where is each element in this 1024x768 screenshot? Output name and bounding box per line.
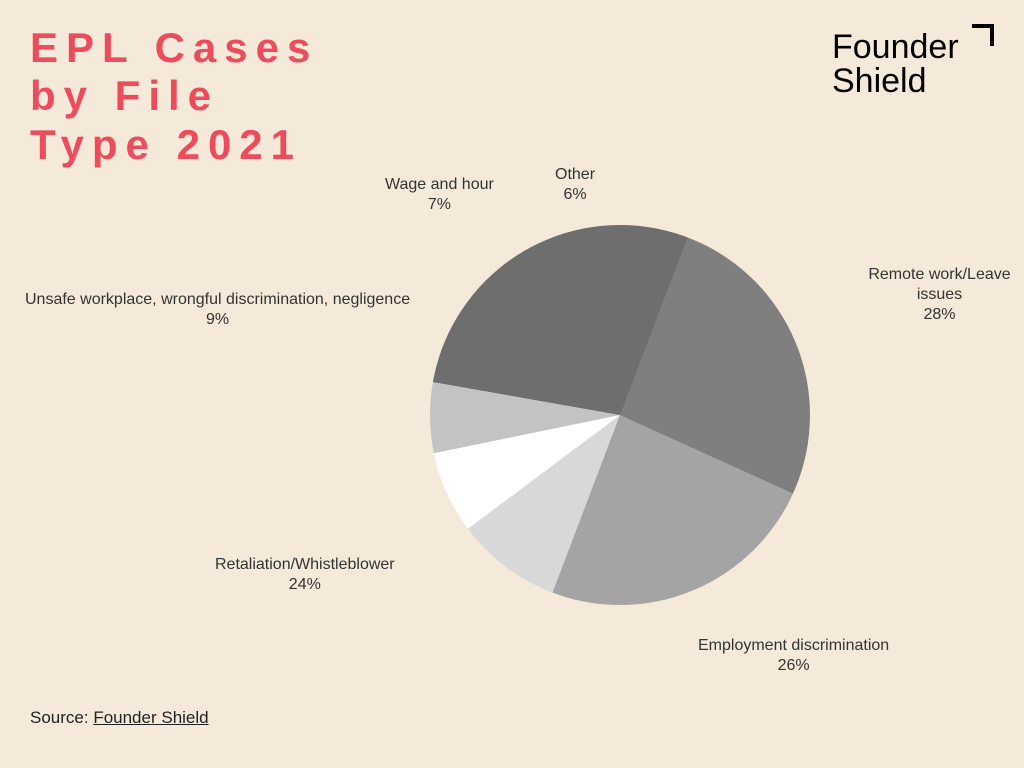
slice-label-pct: 28% [855,305,1024,325]
slice-label-name: Retaliation/Whistleblower [215,556,395,573]
slice-label-pct: 7% [385,195,494,215]
founder-shield-logo: Founder Shield [826,22,996,107]
slice-label: Employment discrimination 26% [698,636,889,676]
slice-label-pct: 6% [555,185,595,205]
source-attribution: Source: Founder Shield [30,708,209,728]
slice-label-name: Employment discrimination [698,637,889,654]
slice-label-name: Unsafe workplace, wrongful discriminatio… [25,291,410,308]
logo-line1: Founder [832,28,959,66]
slice-label: Retaliation/Whistleblower 24% [215,555,395,595]
source-link[interactable]: Founder Shield [93,708,208,727]
slice-label-name: Other [555,166,595,183]
slice-label-name: Remote work/Leave issues [868,266,1010,303]
slice-label-pct: 24% [215,575,395,595]
pie-chart: Remote work/Leave issues28% Employment di… [0,175,1024,695]
slice-label: Remote work/Leave issues28% [855,265,1024,325]
slice-label-name: Wage and hour [385,176,494,193]
source-prefix: Source: [30,708,93,727]
slice-label-pct: 9% [25,310,410,330]
slice-label: Unsafe workplace, wrongful discriminatio… [25,290,410,330]
slice-label-pct: 26% [698,656,889,676]
logo-line2: Shield [832,62,927,100]
slice-label: Other 6% [555,165,595,205]
slice-label: Wage and hour 7% [385,175,494,215]
pie-graphic [430,225,810,605]
page-title: EPL Cases by File Type 2021 [30,24,318,169]
